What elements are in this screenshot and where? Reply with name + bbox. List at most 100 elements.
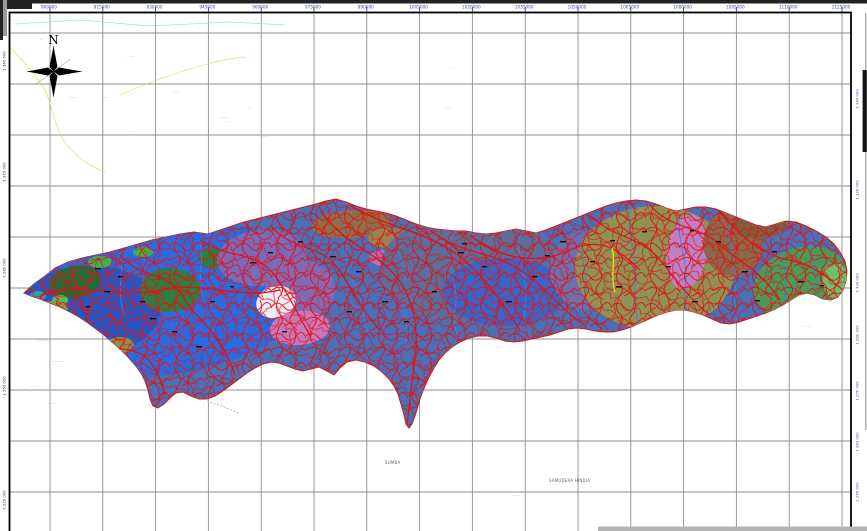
land-annotation-mark bbox=[268, 252, 273, 254]
sea-annotation: ---- bbox=[103, 95, 108, 99]
land-annotation-mark bbox=[716, 241, 721, 243]
northing-label-right: 1 300 000 bbox=[855, 273, 860, 293]
easting-label: 930000 bbox=[147, 5, 163, 10]
yellow-contour-line-west bbox=[9, 46, 106, 173]
easting-label: 960000 bbox=[252, 5, 268, 10]
top-window-edge bbox=[0, 0, 867, 4]
easting-label: 1080000 bbox=[673, 5, 692, 10]
scrollbar[interactable] bbox=[862, 13, 867, 430]
land-annotation-mark bbox=[532, 276, 537, 278]
scrollbar-thumb[interactable] bbox=[862, 70, 867, 152]
compass-point-west bbox=[27, 67, 54, 76]
sea-annotation: SUMBA bbox=[385, 460, 400, 465]
easting-label: 1035000 bbox=[515, 5, 534, 10]
land-annotation-mark bbox=[95, 268, 101, 270]
sea-annotation: ----- bbox=[48, 401, 54, 405]
land-annotation-mark bbox=[690, 230, 694, 232]
sea-annotation: ------ bbox=[262, 134, 270, 138]
sea-annotation: ------- bbox=[224, 119, 233, 123]
land-annotation-mark bbox=[104, 291, 110, 293]
easting-label: 1050000 bbox=[568, 5, 587, 10]
land-annotation-mark bbox=[560, 241, 566, 243]
land-annotation-mark bbox=[798, 281, 804, 283]
cyan-contour-line bbox=[14, 19, 286, 27]
land-annotation-mark bbox=[150, 318, 156, 320]
land-annotation-mark bbox=[610, 240, 615, 242]
land-annotation-mark bbox=[196, 346, 202, 348]
land-annotation-mark bbox=[772, 251, 777, 253]
land-annotation-mark bbox=[140, 301, 145, 303]
land-annotation-mark bbox=[330, 256, 336, 258]
northing-label-left: 1 250 000 bbox=[2, 376, 7, 396]
land-annotation-mark bbox=[590, 261, 595, 263]
land-annotation-mark bbox=[482, 266, 487, 268]
easting-label: 900000 bbox=[41, 5, 57, 10]
sea-annotation: ---------- bbox=[52, 359, 65, 363]
land-annotation-mark bbox=[692, 301, 698, 303]
easting-label: 1110000 bbox=[779, 5, 798, 10]
sea-annotation: -- bbox=[40, 37, 43, 41]
bottom-edge-band bbox=[598, 526, 867, 531]
land-annotation-mark bbox=[172, 331, 177, 333]
main-roads bbox=[39, 204, 844, 426]
yellow-contour-line-north bbox=[119, 56, 246, 96]
easting-label: 915000 bbox=[94, 5, 110, 10]
land-annotation-mark bbox=[616, 286, 622, 288]
axis-labels-layer: 900000 915000 930000 945000 960000 975000 9900… bbox=[2, 5, 860, 510]
easting-label: 1020000 bbox=[462, 5, 481, 10]
compass-point-north bbox=[49, 46, 58, 72]
land-annotation-mark bbox=[298, 241, 303, 243]
northing-label-left: 1 220 000 bbox=[2, 490, 7, 510]
land-annotation-mark bbox=[506, 301, 512, 303]
land-annotation-mark bbox=[545, 255, 550, 257]
land-annotation-mark bbox=[462, 243, 467, 245]
northing-label-right: 1 340 000 bbox=[855, 89, 860, 109]
left-edge-shadow bbox=[3, 0, 7, 36]
northing-label-left: 1 340 000 bbox=[2, 51, 7, 71]
northing-label-right: 1 290 000 bbox=[855, 325, 860, 345]
sea-labels-layer: --------------- -------------------------… bbox=[13, 18, 810, 497]
compass-point-east bbox=[53, 67, 82, 76]
sea-annotation: ----- bbox=[70, 95, 76, 99]
northing-label-left: 1 280 000 bbox=[2, 258, 7, 278]
island-micro-labels bbox=[86, 230, 824, 348]
north-label: N bbox=[48, 33, 59, 47]
easting-label: 945000 bbox=[199, 5, 215, 10]
map-neatline bbox=[8, 11, 852, 531]
easting-label: 1005000 bbox=[409, 5, 428, 10]
sea-contours bbox=[9, 19, 286, 414]
land-annotation-mark bbox=[382, 301, 388, 303]
sea-annotation: ------ bbox=[127, 54, 135, 58]
land-annotation-mark bbox=[347, 311, 352, 313]
compass-point-south bbox=[49, 71, 58, 97]
easting-label: 1095000 bbox=[726, 5, 745, 10]
sea-annotation: ---- bbox=[247, 105, 252, 109]
island-fill-layers bbox=[24, 199, 847, 428]
land-annotation-mark bbox=[666, 266, 671, 268]
left-window-edge bbox=[0, 0, 3, 40]
land-annotation-mark bbox=[210, 301, 215, 303]
land-annotation-mark bbox=[404, 321, 409, 323]
sea-annotation: --- bbox=[35, 77, 39, 81]
sea-annotation: -------- bbox=[800, 324, 810, 328]
land-annotation-mark bbox=[642, 231, 647, 233]
land-annotation-mark bbox=[742, 271, 748, 273]
land-annotation-mark bbox=[118, 276, 123, 278]
road-mesh-layer-2 bbox=[24, 199, 847, 428]
northing-label-right: 1 275 000 bbox=[855, 381, 860, 401]
land-annotation-mark bbox=[755, 300, 760, 302]
land-annotation-mark bbox=[282, 331, 287, 333]
sea-annotation: -------- bbox=[37, 338, 47, 342]
easting-label: 975000 bbox=[305, 5, 321, 10]
easting-label: 1125000 bbox=[832, 5, 851, 10]
easting-label: 1065000 bbox=[620, 5, 639, 10]
sea-annotation: ------- bbox=[512, 493, 521, 497]
sea-annotation: --------- bbox=[218, 115, 230, 119]
northing-label-right: 1 245 000 bbox=[855, 482, 860, 502]
land-annotation-mark bbox=[86, 306, 90, 308]
sea-annotation: ---- bbox=[127, 129, 132, 133]
land-annotation-mark bbox=[820, 285, 824, 287]
sea-annotation: ------- bbox=[30, 384, 39, 388]
